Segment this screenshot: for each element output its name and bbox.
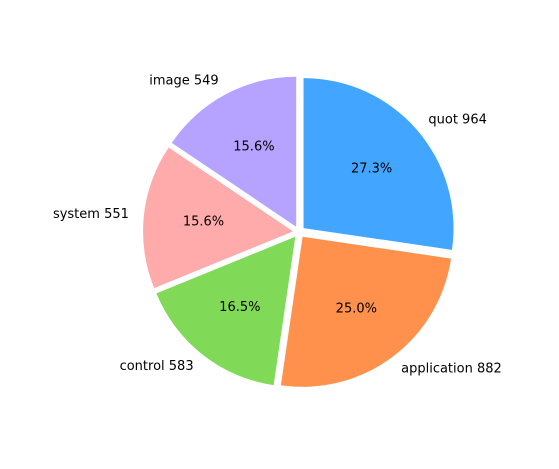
pie-slice-control <box>156 236 296 386</box>
pie-percent-label-image: 15.6% <box>233 140 274 155</box>
pie-category-label-system: system 551 <box>53 207 129 222</box>
pie-slice-quot <box>303 78 454 250</box>
pie-category-label-image: image 549 <box>149 74 218 89</box>
pie-percent-label-quot: 27.3% <box>351 162 392 177</box>
pie-slices <box>143 76 454 387</box>
pie-percent-label-application: 25.0% <box>336 301 377 316</box>
pie-percent-label-control: 16.5% <box>219 300 260 315</box>
pie-category-label-control: control 583 <box>120 359 194 374</box>
pie-slice-system <box>143 147 294 289</box>
pie-category-label-application: application 882 <box>401 362 502 377</box>
pie-labels: 27.3% quot 964 25.0% application 882 16.5% co… <box>53 74 502 377</box>
pie-category-label-quot: quot 964 <box>428 113 487 128</box>
pie-slice-image <box>171 76 297 227</box>
pie-percent-label-system: 15.6% <box>183 215 224 230</box>
pie-slice-application <box>280 236 451 387</box>
